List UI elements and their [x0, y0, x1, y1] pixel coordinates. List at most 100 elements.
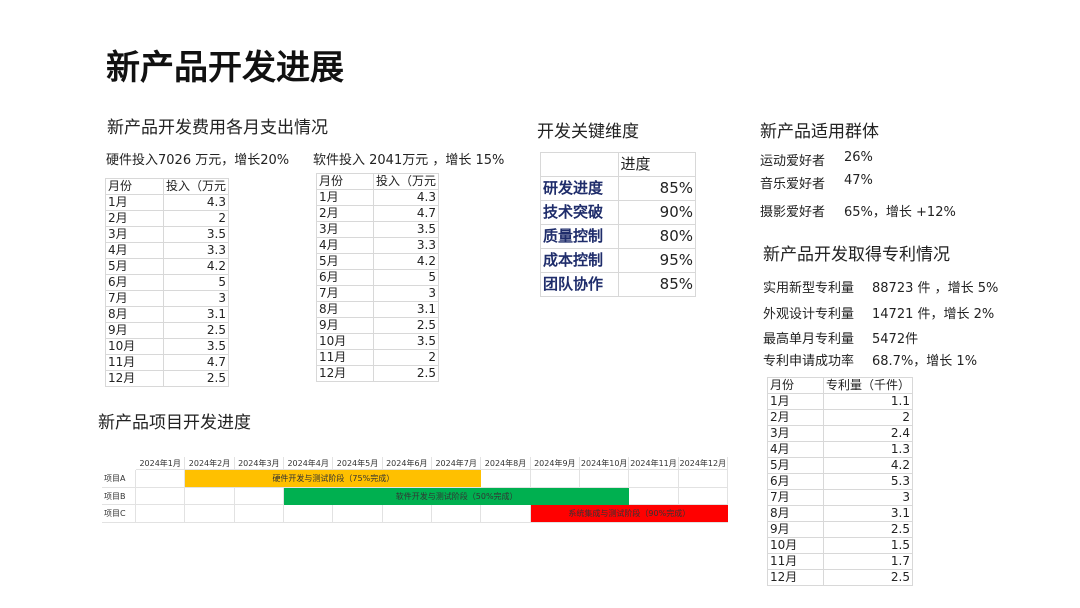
grid-cell: [629, 470, 679, 488]
value-cell: 85%: [617, 176, 696, 201]
column-header: 月份: [316, 173, 374, 190]
label-cell: 12月: [105, 370, 164, 387]
table-row: 3月 2.4: [767, 425, 914, 442]
table-row: 6月 5: [105, 274, 230, 291]
label-cell: 8月: [316, 301, 374, 318]
grid-cell: [284, 505, 334, 523]
label-cell: 5月: [316, 253, 374, 270]
table-row: 11月 2: [316, 349, 440, 366]
value-cell: 4.7: [372, 205, 440, 222]
table-row: 3月 3.5: [105, 226, 230, 243]
label-cell: 6月: [316, 269, 374, 286]
patent-table: 月份 专利量（千件） 1月 1.1 2月 2 3月 2.4 4月 1.3 5月 4.2 6月 5.3 7月 3…: [767, 377, 914, 586]
value-cell: 3: [162, 290, 230, 307]
audience-label: 摄影爱好者: [760, 205, 826, 220]
label-cell: 11月: [767, 553, 824, 570]
value-cell: 4.3: [162, 194, 230, 211]
value-cell: 1.3: [822, 441, 914, 458]
audience-value: 65%，增长 +12%: [844, 205, 956, 220]
key-dimensions-heading: 开发关键维度: [537, 122, 639, 142]
table-row: 技术突破 90%: [540, 200, 696, 225]
value-cell: 3: [372, 285, 440, 302]
patent-value: 88723 件 ，增长 5%: [872, 281, 999, 296]
label-cell: 1月: [316, 189, 374, 206]
audience-heading: 新产品适用群体: [760, 122, 879, 142]
patent-label: 专利申请成功率: [763, 354, 855, 369]
label-cell: 9月: [105, 322, 164, 339]
label-cell: 2月: [767, 409, 824, 426]
value-cell: 2.5: [822, 569, 914, 586]
value-cell: 2.5: [372, 365, 440, 382]
value-cell: 90%: [617, 200, 696, 225]
label-cell: 7月: [316, 285, 374, 302]
table-row: 6月 5.3: [767, 473, 914, 490]
table-row: 4月 3.3: [316, 237, 440, 254]
value-cell: 3.5: [162, 226, 230, 243]
label-cell: 12月: [767, 569, 824, 586]
label-cell: 11月: [105, 354, 164, 371]
patent-label: 外观设计专利量: [763, 307, 855, 322]
grid-cell: [234, 487, 284, 505]
table-row: 研发进度 85%: [540, 176, 696, 201]
value-cell: 2.5: [162, 322, 230, 339]
patent-label: 实用新型专利量: [763, 281, 855, 296]
table-row: 7月 3: [105, 290, 230, 307]
gantt-bar: 系统集成与测试阶段（90%完成）: [530, 505, 728, 522]
label-cell: 4月: [105, 242, 164, 259]
software-summary: 软件投入 2041万元 ，增长 15%: [313, 153, 505, 168]
table-row: 9月 2.5: [767, 521, 914, 538]
grid-cell: [481, 470, 531, 488]
label-cell: 10月: [105, 338, 164, 355]
table-row: 质量控制 80%: [540, 224, 696, 249]
column-header: 月份: [105, 178, 164, 195]
header-row: 月份 投入（万元: [105, 178, 230, 195]
patents-heading: 新产品开发取得专利情况: [763, 245, 950, 265]
label-cell: 6月: [767, 473, 824, 490]
table-row: 10月 3.5: [316, 333, 440, 350]
grid-cell: [185, 505, 235, 523]
label-cell: 9月: [767, 521, 824, 538]
value-cell: 4.2: [372, 253, 440, 270]
label-cell: 10月: [316, 333, 374, 350]
label-cell: 技术突破: [540, 200, 619, 225]
hardware-summary: 硬件投入7026 万元，增长20%: [106, 153, 290, 168]
table-row: 12月 2.5: [105, 370, 230, 387]
value-cell: 2.5: [372, 317, 440, 334]
label-cell: 3月: [767, 425, 824, 442]
table-row: 4月 1.3: [767, 441, 914, 458]
table-row: 4月 3.3: [105, 242, 230, 259]
table-row: 8月 3.1: [316, 301, 440, 318]
month-header: 2024年10月: [580, 457, 630, 470]
value-cell: 3.3: [372, 237, 440, 254]
patent-label: 最高单月专利量: [763, 332, 855, 347]
label-cell: 2月: [105, 210, 164, 227]
grid-cell: [136, 487, 186, 505]
header-row: 月份 专利量（千件）: [767, 377, 914, 394]
header-row: 进度: [540, 152, 696, 177]
patent-value: 14721 件，增长 2%: [872, 307, 995, 322]
label-cell: 研发进度: [540, 176, 619, 201]
hardware-table: 月份 投入（万元 1月 4.3 2月 2 3月 3.5 4月 3.3 5月 4.2 6月 5 7月 3 8月 3.…: [105, 178, 230, 387]
grid-cell: [185, 487, 235, 505]
value-cell: 2.4: [822, 425, 914, 442]
table-row: 10月 3.5: [105, 338, 230, 355]
column-header: 进度: [617, 152, 696, 177]
table-row: 11月 4.7: [105, 354, 230, 371]
table-row: 11月 1.7: [767, 553, 914, 570]
grid-cell: [234, 505, 284, 523]
value-cell: 1.5: [822, 537, 914, 554]
gantt-bar: 硬件开发与测试阶段（75%完成）: [185, 470, 482, 487]
patent-value: 5472件: [872, 332, 919, 347]
value-cell: 4.3: [372, 189, 440, 206]
label-cell: 团队协作: [540, 272, 619, 297]
month-header: 2024年7月: [432, 457, 482, 470]
month-header: 2024年6月: [382, 457, 432, 470]
column-header: 专利量（千件）: [822, 377, 914, 394]
table-row: 8月 3.1: [105, 306, 230, 323]
table-row: 1月 1.1: [767, 393, 914, 410]
value-cell: 4.7: [162, 354, 230, 371]
label-cell: 7月: [105, 290, 164, 307]
grid-cell: [136, 505, 186, 523]
value-cell: 3.3: [162, 242, 230, 259]
label-cell: 质量控制: [540, 224, 619, 249]
